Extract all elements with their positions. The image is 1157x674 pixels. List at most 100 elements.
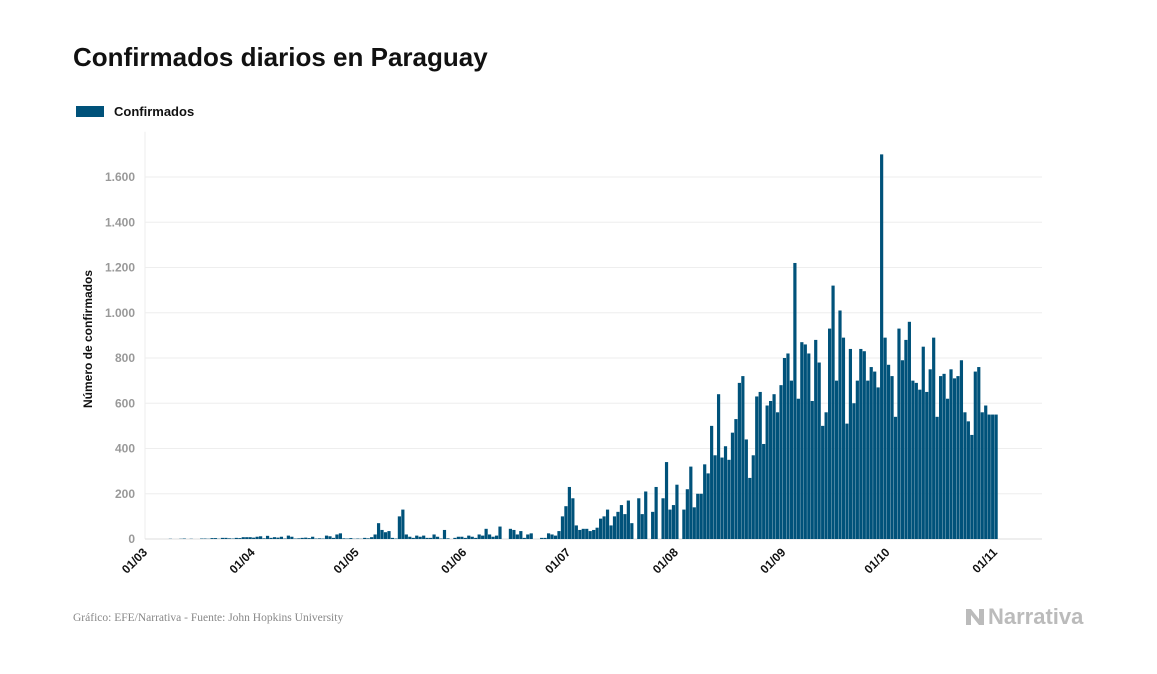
bar bbox=[588, 531, 592, 539]
bar bbox=[581, 528, 585, 539]
bar bbox=[578, 529, 582, 539]
bar bbox=[942, 373, 946, 539]
bar bbox=[800, 342, 804, 539]
bar bbox=[550, 534, 554, 539]
bar bbox=[238, 538, 242, 539]
bar bbox=[883, 337, 887, 539]
bar bbox=[435, 536, 440, 539]
bar bbox=[640, 514, 644, 539]
bar bbox=[245, 537, 249, 539]
y-tick-label: 1.600 bbox=[105, 170, 135, 184]
logo-text: Narrativa bbox=[988, 604, 1084, 629]
bar bbox=[727, 459, 731, 539]
bar bbox=[956, 376, 960, 539]
bar bbox=[262, 538, 266, 539]
bar bbox=[637, 498, 641, 539]
bar bbox=[241, 537, 245, 539]
bar bbox=[664, 462, 669, 539]
y-tick-label: 0 bbox=[128, 532, 135, 546]
bar bbox=[390, 537, 395, 539]
bar bbox=[935, 416, 939, 539]
bar bbox=[654, 486, 658, 539]
bar bbox=[220, 537, 225, 539]
bar bbox=[651, 511, 655, 539]
bar bbox=[994, 414, 998, 539]
bar bbox=[373, 534, 377, 539]
bar bbox=[252, 537, 256, 539]
bar bbox=[720, 457, 724, 539]
bar bbox=[782, 358, 787, 539]
bar bbox=[755, 396, 759, 539]
bar bbox=[269, 537, 273, 539]
bar bbox=[560, 516, 565, 539]
bar bbox=[852, 403, 856, 539]
bar bbox=[456, 536, 460, 539]
bar bbox=[918, 389, 922, 539]
bar bbox=[779, 385, 783, 539]
bar bbox=[897, 328, 901, 539]
bar bbox=[213, 538, 218, 539]
bar bbox=[769, 400, 773, 539]
bar bbox=[376, 523, 381, 539]
bar bbox=[567, 486, 571, 539]
bar bbox=[828, 328, 832, 539]
bar bbox=[734, 419, 738, 539]
bar bbox=[762, 443, 766, 539]
bar bbox=[491, 536, 495, 539]
bar bbox=[599, 518, 603, 539]
bar bbox=[422, 535, 426, 539]
y-tick-label: 1.400 bbox=[105, 215, 135, 229]
bar bbox=[696, 493, 700, 539]
bar bbox=[744, 439, 748, 539]
bar bbox=[328, 536, 332, 539]
bar bbox=[318, 538, 322, 539]
bar bbox=[415, 535, 419, 539]
bar bbox=[869, 367, 873, 539]
bar bbox=[623, 514, 627, 539]
bar bbox=[845, 423, 849, 539]
bar bbox=[859, 348, 863, 539]
bar bbox=[793, 262, 797, 539]
bar bbox=[723, 446, 728, 539]
bar bbox=[442, 529, 447, 539]
bar bbox=[460, 536, 464, 539]
bar bbox=[574, 525, 578, 539]
bar bbox=[602, 516, 606, 539]
bar bbox=[862, 351, 866, 539]
bar bbox=[259, 536, 263, 539]
bar bbox=[980, 412, 984, 539]
bar bbox=[463, 537, 467, 539]
bar bbox=[255, 536, 259, 539]
bar bbox=[609, 525, 613, 539]
bar bbox=[234, 537, 238, 539]
bar bbox=[671, 505, 676, 539]
bar bbox=[789, 380, 794, 539]
bar bbox=[508, 528, 513, 539]
bar bbox=[488, 534, 492, 539]
y-tick-label: 200 bbox=[115, 487, 135, 501]
bar bbox=[432, 534, 436, 539]
bar bbox=[526, 534, 530, 539]
bar bbox=[512, 529, 516, 539]
bar bbox=[928, 369, 932, 539]
bar bbox=[706, 473, 710, 539]
bar bbox=[425, 537, 429, 539]
bar bbox=[619, 505, 624, 539]
bar bbox=[786, 353, 790, 539]
bar bbox=[741, 376, 745, 539]
bar bbox=[873, 371, 877, 539]
y-tick-label: 400 bbox=[115, 442, 135, 456]
bar bbox=[880, 154, 884, 539]
x-tick-label: 01/05 bbox=[331, 545, 362, 576]
bar bbox=[748, 477, 752, 539]
bar bbox=[429, 537, 433, 539]
bar bbox=[692, 507, 696, 539]
bar bbox=[932, 337, 936, 539]
bar bbox=[467, 535, 471, 539]
bar bbox=[907, 321, 911, 539]
bar bbox=[387, 531, 391, 539]
bar bbox=[713, 455, 717, 539]
bar bbox=[401, 509, 405, 539]
bar bbox=[963, 412, 967, 539]
bar bbox=[408, 536, 412, 539]
